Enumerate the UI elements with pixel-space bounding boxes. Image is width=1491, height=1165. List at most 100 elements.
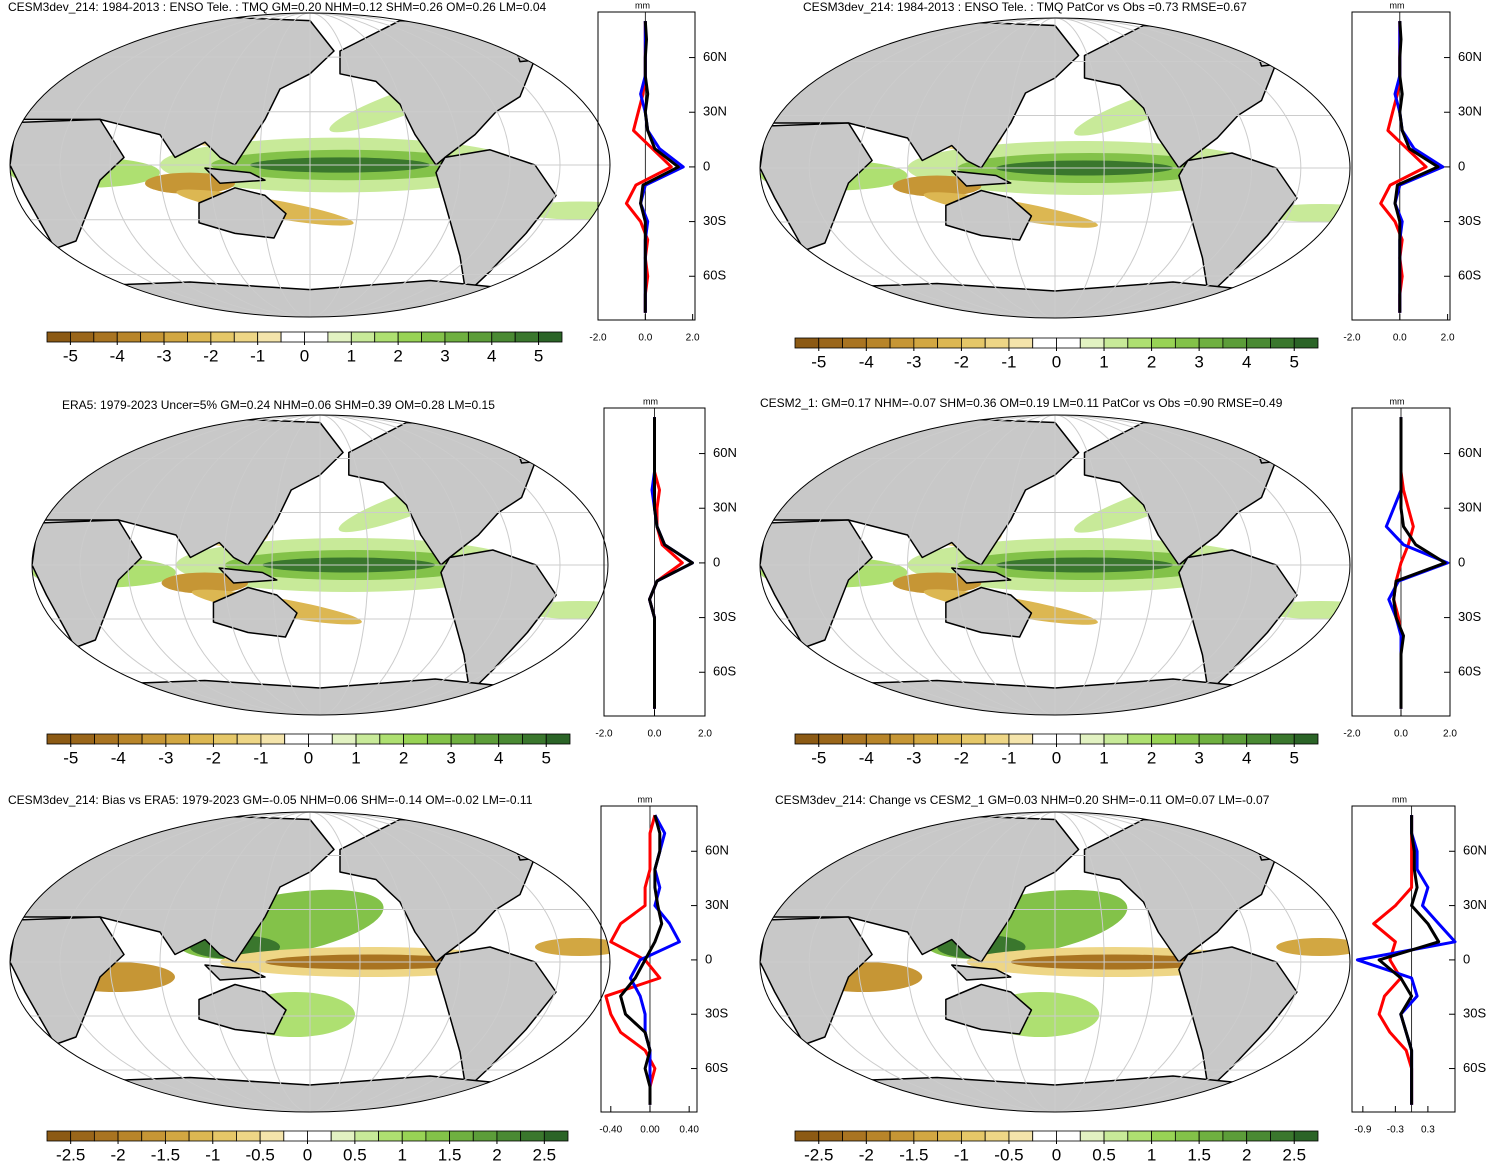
panel-title: CESM2_1: GM=0.17 NHM=-0.07 SHM=0.36 OM=0… bbox=[760, 396, 1283, 410]
profile-units: mm bbox=[638, 794, 653, 804]
panel-title: ERA5: 1979-2023 Uncer=5% GM=0.24 NHM=0.0… bbox=[62, 398, 495, 412]
profile-units: mm bbox=[643, 396, 658, 406]
x-tick-label: 0.0 bbox=[1393, 333, 1407, 344]
colorbar-swatch bbox=[491, 331, 516, 343]
map bbox=[10, 812, 610, 1112]
map-meridian bbox=[1005, 812, 1105, 1112]
map-meridian bbox=[857, 812, 1253, 1112]
colorbar-swatch bbox=[1127, 733, 1152, 745]
map bbox=[32, 415, 608, 715]
colorbar-label: -4 bbox=[111, 748, 126, 767]
colorbar-swatch bbox=[1079, 337, 1105, 349]
map-meridian bbox=[159, 812, 461, 1112]
colorbar-swatch bbox=[1032, 337, 1057, 349]
y-tick-label: 30N bbox=[1458, 104, 1482, 119]
field-contour bbox=[892, 175, 982, 197]
map bbox=[760, 812, 1350, 1112]
colorbar-label: 4 bbox=[494, 748, 503, 767]
colorbar-swatch bbox=[818, 337, 843, 349]
profile-line bbox=[1377, 815, 1441, 1105]
colorbar-swatch bbox=[514, 331, 539, 343]
map-meridian bbox=[808, 415, 1302, 715]
y-tick-label: 30S bbox=[1458, 213, 1481, 228]
colorbar-swatch bbox=[496, 1130, 522, 1142]
colorbar-swatch bbox=[865, 733, 891, 745]
y-tick-label: 0 bbox=[1458, 554, 1465, 569]
profile-frame bbox=[600, 805, 698, 1113]
colorbar-swatch bbox=[93, 1130, 119, 1142]
colorbar-swatch bbox=[818, 1130, 843, 1142]
land bbox=[435, 149, 557, 295]
colorbar-swatch bbox=[842, 337, 867, 349]
colorbar-swatch bbox=[1151, 1130, 1176, 1142]
map-meridian bbox=[79, 415, 561, 715]
colorbar-label: -4 bbox=[859, 352, 874, 371]
colorbar-swatch bbox=[307, 1130, 332, 1142]
colorbar-swatch bbox=[520, 1130, 545, 1142]
colorbar-swatch bbox=[421, 331, 446, 343]
colorbar-swatch bbox=[330, 1130, 356, 1142]
colorbar-label: -3 bbox=[906, 352, 921, 371]
colorbar-swatch bbox=[1270, 733, 1295, 745]
profile-line bbox=[639, 21, 680, 313]
land bbox=[10, 118, 125, 250]
y-tick-label: 60S bbox=[1458, 268, 1481, 283]
colorbar-swatch bbox=[397, 331, 422, 343]
y-tick-label: 60S bbox=[1463, 1060, 1486, 1075]
colorbar-swatch bbox=[1222, 733, 1248, 745]
colorbar-label: 2 bbox=[492, 1145, 501, 1164]
y-tick-label: 60N bbox=[705, 843, 729, 858]
x-tick-label: 0.0 bbox=[1394, 729, 1408, 740]
land bbox=[951, 170, 1012, 187]
map-border bbox=[31, 414, 609, 716]
colorbar-swatch bbox=[280, 331, 305, 343]
map-meridian bbox=[907, 415, 1203, 715]
map-meridian bbox=[223, 415, 417, 715]
colorbar-label: -2.5 bbox=[804, 1145, 833, 1164]
colorbar-swatch bbox=[937, 337, 962, 349]
y-tick-label: 0 bbox=[713, 554, 720, 569]
colorbar-label: 0 bbox=[300, 346, 309, 365]
colorbar-swatch bbox=[327, 331, 352, 343]
colorbar-label: 2 bbox=[399, 748, 408, 767]
colorbar-label: 2 bbox=[1147, 352, 1156, 371]
land bbox=[951, 567, 1012, 584]
colorbar-label: 0 bbox=[304, 748, 313, 767]
profile-line bbox=[648, 417, 694, 709]
panel-title: CESM3dev_214: 1984-2013 : ENSO Tele. : T… bbox=[803, 0, 1247, 14]
colorbar-label: -2 bbox=[954, 748, 969, 767]
land bbox=[760, 916, 873, 1046]
colorbar-swatch bbox=[1222, 1130, 1248, 1142]
x-tick-label: -0.9 bbox=[1354, 1125, 1372, 1136]
colorbar-label: -3 bbox=[156, 346, 171, 365]
colorbar-swatch bbox=[165, 733, 191, 745]
colorbar-label: 1 bbox=[351, 748, 360, 767]
colorbar-label: -1.5 bbox=[151, 1145, 180, 1164]
map-meridian bbox=[259, 812, 361, 1112]
colorbar-swatch bbox=[1032, 733, 1057, 745]
colorbar-swatch bbox=[401, 1130, 427, 1142]
map-meridian bbox=[259, 13, 361, 317]
colorbar-label: -5 bbox=[63, 346, 78, 365]
x-tick-label: 2.0 bbox=[698, 729, 712, 740]
profile-line bbox=[1392, 417, 1447, 709]
colorbar-swatch bbox=[374, 331, 399, 343]
colorbar-swatch bbox=[1198, 1130, 1224, 1142]
field-contour bbox=[1261, 204, 1350, 222]
y-tick-label: 60S bbox=[705, 1060, 728, 1075]
colorbar-swatch bbox=[1008, 1130, 1034, 1142]
land bbox=[204, 964, 266, 981]
colorbar-swatch bbox=[210, 331, 235, 343]
colorbar-swatch bbox=[1198, 337, 1224, 349]
colorbar-label: 1.5 bbox=[438, 1145, 462, 1164]
map-meridian bbox=[209, 812, 411, 1112]
y-tick-label: 30N bbox=[1463, 897, 1487, 912]
colorbar-swatch bbox=[522, 733, 547, 745]
colorbar-label: 5 bbox=[534, 346, 543, 365]
colorbar-swatch bbox=[1270, 337, 1295, 349]
colorbar-label: -1 bbox=[1001, 352, 1016, 371]
colorbar-label: -0.5 bbox=[994, 1145, 1023, 1164]
map-meridian bbox=[956, 18, 1154, 318]
profile-frame bbox=[1351, 805, 1456, 1113]
